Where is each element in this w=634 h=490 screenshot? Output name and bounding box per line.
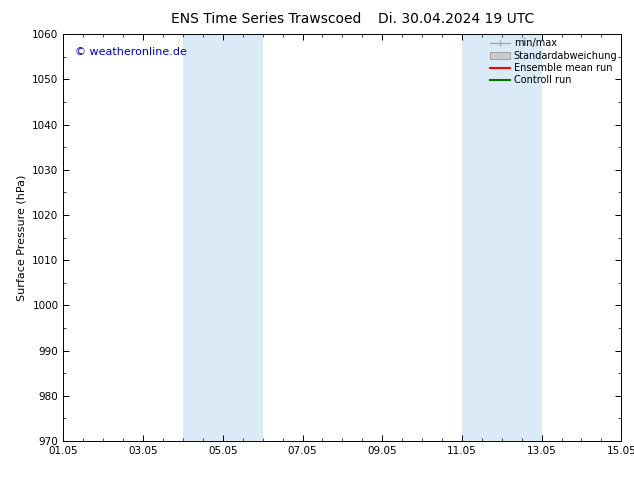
Legend: min/max, Standardabweichung, Ensemble mean run, Controll run: min/max, Standardabweichung, Ensemble me… (489, 36, 619, 87)
Y-axis label: Surface Pressure (hPa): Surface Pressure (hPa) (16, 174, 27, 301)
Text: © weatheronline.de: © weatheronline.de (75, 47, 186, 56)
Text: Di. 30.04.2024 19 UTC: Di. 30.04.2024 19 UTC (378, 12, 534, 26)
Bar (462, 34, 541, 441)
Text: ENS Time Series Trawscoed: ENS Time Series Trawscoed (171, 12, 361, 26)
Bar (183, 34, 262, 441)
